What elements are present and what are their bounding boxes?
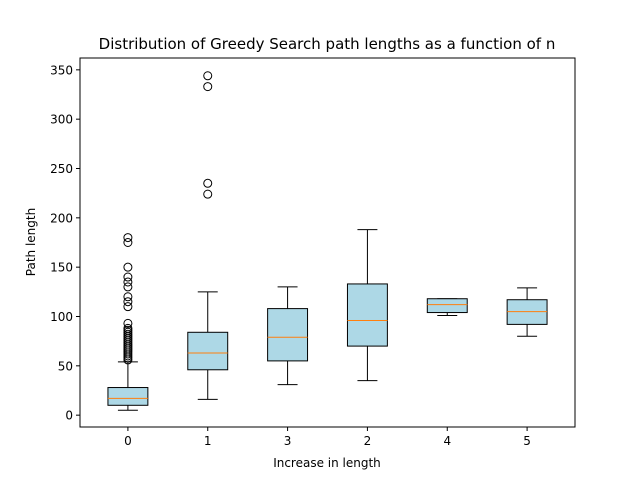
y-tick-label: 150: [50, 261, 73, 275]
y-tick-label: 100: [50, 310, 73, 324]
outlier-point: [123, 297, 133, 307]
outlier-point: [203, 178, 213, 188]
outlier-point: [123, 277, 133, 287]
box-2: [346, 283, 388, 347]
outlier-point: [123, 323, 133, 333]
outlier-point: [123, 238, 133, 247]
y-tick-label: 50: [58, 359, 73, 373]
plot-area: 0 50 100 150 200 250 300 350 0 1 3 2 4 5: [50, 63, 548, 448]
y-axis-label: Path length: [24, 208, 38, 276]
y-tick-label: 250: [50, 162, 73, 176]
x-tick-label: 0: [124, 434, 132, 448]
outlier-point: [123, 282, 133, 292]
outlier-point: [123, 302, 133, 312]
box-4: [426, 298, 468, 314]
y-tick-label: 200: [50, 211, 73, 225]
y-tick-label: 350: [50, 63, 73, 77]
box-0: [107, 387, 149, 406]
outlier-point: [123, 233, 133, 243]
outlier-point: [123, 262, 133, 272]
outlier-point: [203, 189, 213, 199]
y-tick-label: 300: [50, 113, 73, 127]
x-axis-label: Increase in length: [273, 456, 381, 470]
outlier-point: [203, 71, 213, 81]
x-tick-label: 1: [204, 434, 212, 448]
outlier-point: [123, 272, 133, 282]
chart-title: Distribution of Greedy Search path lengt…: [99, 35, 556, 53]
axes-frame: [79, 57, 576, 428]
y-tick-label: 0: [65, 409, 73, 423]
box-3: [267, 308, 309, 362]
outlier-point: [203, 82, 213, 92]
x-tick-label: 4: [443, 434, 451, 448]
outlier-point: [123, 292, 133, 302]
x-tick-label: 2: [364, 434, 372, 448]
box-1: [187, 331, 229, 371]
x-tick-label: 5: [523, 434, 531, 448]
outlier-point: [123, 318, 133, 328]
x-tick-label: 3: [284, 434, 292, 448]
